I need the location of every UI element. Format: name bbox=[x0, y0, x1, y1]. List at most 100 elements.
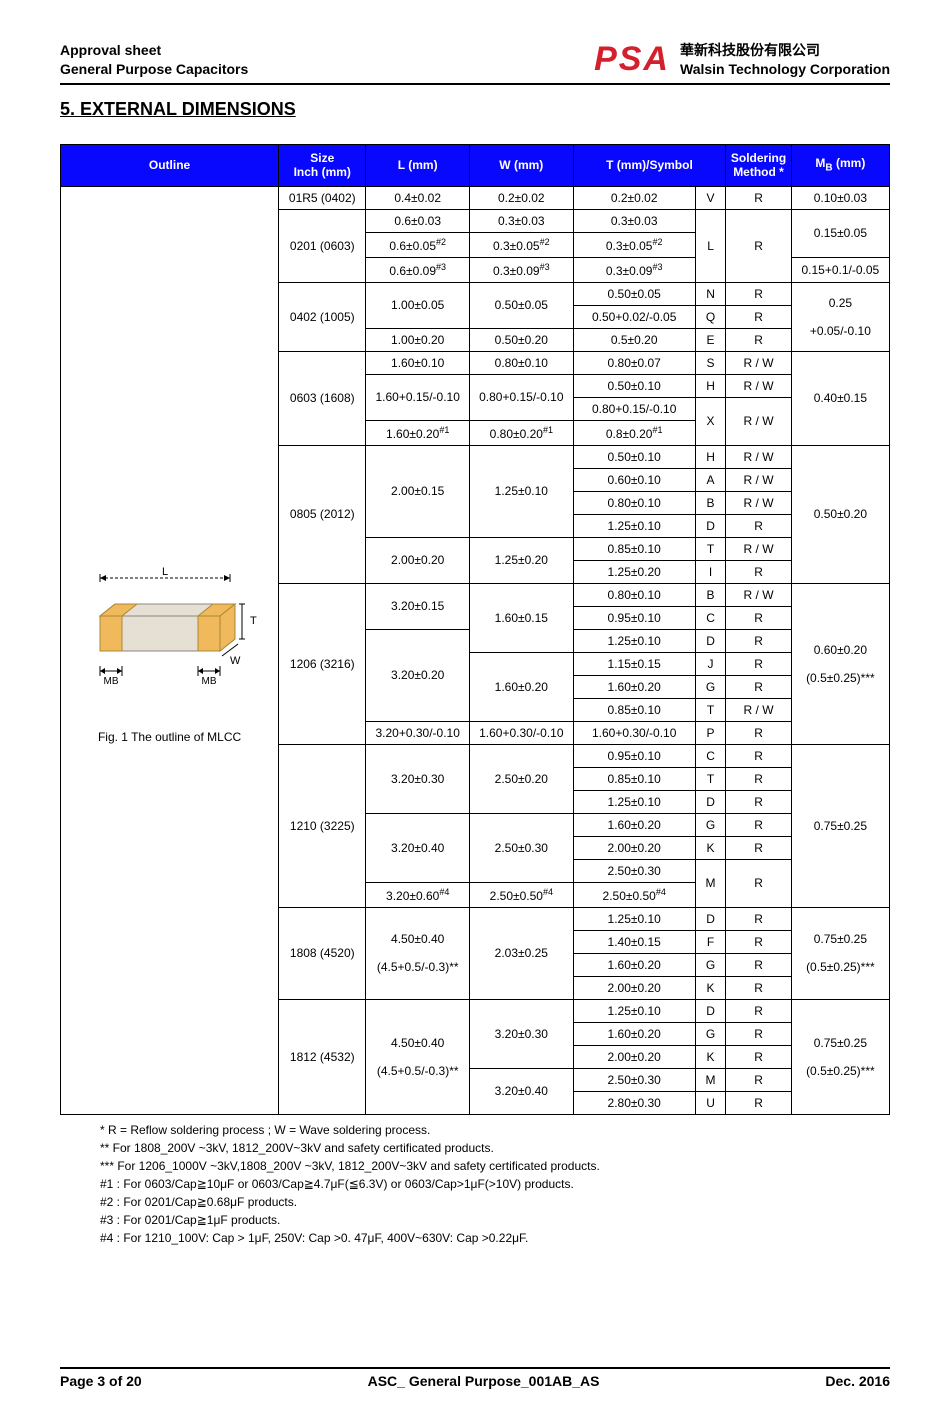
T-cell: 0.50±0.10 bbox=[573, 445, 695, 468]
W-cell: 0.80±0.10 bbox=[470, 351, 574, 374]
T-cell: 0.50+0.02/-0.05 bbox=[573, 305, 695, 328]
L-cell: 1.60±0.10 bbox=[366, 351, 470, 374]
sym-cell: J bbox=[695, 652, 726, 675]
meth-cell: R bbox=[726, 1045, 791, 1068]
col-outline: Outline bbox=[61, 145, 279, 187]
L-cell: 0.6±0.09#3 bbox=[366, 257, 470, 282]
T-cell: 2.00±0.20 bbox=[573, 836, 695, 859]
col-L: L (mm) bbox=[366, 145, 470, 187]
size-cell: 1812 (4532) bbox=[279, 999, 366, 1114]
page-header: Approval sheet General Purpose Capacitor… bbox=[60, 40, 890, 85]
T-cell: 1.25±0.10 bbox=[573, 999, 695, 1022]
note-line: *** For 1206_1000V ~3kV,1808_200V ~3kV, … bbox=[100, 1157, 890, 1175]
L-cell: 3.20±0.60#4 bbox=[366, 882, 470, 907]
outline-cell: L T W MB MB Fig. 1 The outline of MLCC bbox=[61, 186, 279, 1114]
header-left: Approval sheet General Purpose Capacitor… bbox=[60, 41, 248, 77]
meth-cell: R bbox=[726, 186, 791, 209]
svg-text:L: L bbox=[162, 566, 168, 578]
sym-cell: C bbox=[695, 606, 726, 629]
T-cell: 0.85±0.10 bbox=[573, 767, 695, 790]
W-cell: 0.50±0.05 bbox=[470, 282, 574, 328]
sym-cell: G bbox=[695, 1022, 726, 1045]
W-cell: 2.50±0.30 bbox=[470, 813, 574, 882]
sym-cell: L bbox=[695, 209, 726, 282]
col-W: W (mm) bbox=[470, 145, 574, 187]
W-cell: 2.03±0.25 bbox=[470, 907, 574, 999]
header-line1: Approval sheet bbox=[60, 41, 248, 59]
svg-text:T: T bbox=[250, 615, 257, 627]
meth-cell: R bbox=[726, 328, 791, 351]
meth-cell: R bbox=[726, 836, 791, 859]
L-cell: 2.00±0.20 bbox=[366, 537, 470, 583]
mlcc-diagram: L T W MB MB bbox=[80, 566, 260, 696]
T-cell: 0.85±0.10 bbox=[573, 537, 695, 560]
T-cell: 1.25±0.10 bbox=[573, 907, 695, 930]
sym-cell: X bbox=[695, 397, 726, 445]
sym-cell: F bbox=[695, 930, 726, 953]
header-right: PSA 華新科技股份有限公司 Walsin Technology Corpora… bbox=[594, 40, 890, 79]
sym-cell: I bbox=[695, 560, 726, 583]
meth-cell: R bbox=[726, 953, 791, 976]
L-cell: 1.00±0.20 bbox=[366, 328, 470, 351]
meth-cell: R bbox=[726, 305, 791, 328]
MB-cell: 0.15+0.1/-0.05 bbox=[791, 257, 889, 282]
footer: Page 3 of 20 ASC_ General Purpose_001AB_… bbox=[60, 1367, 890, 1389]
T-cell: 0.2±0.02 bbox=[573, 186, 695, 209]
W-cell: 1.60±0.15 bbox=[470, 583, 574, 652]
meth-cell: R bbox=[726, 606, 791, 629]
meth-cell: R bbox=[726, 859, 791, 907]
note-line: #3 : For 0201/Cap≧1μF products. bbox=[100, 1211, 890, 1229]
meth-cell: R bbox=[726, 675, 791, 698]
L-cell: 0.6±0.03 bbox=[366, 209, 470, 232]
page: Approval sheet General Purpose Capacitor… bbox=[0, 0, 950, 1419]
L-cell: 1.60+0.15/-0.10 bbox=[366, 374, 470, 420]
L-cell: 1.00±0.05 bbox=[366, 282, 470, 328]
T-cell: 0.60±0.10 bbox=[573, 468, 695, 491]
corp-zh: 華新科技股份有限公司 bbox=[680, 41, 890, 59]
sym-cell: V bbox=[695, 186, 726, 209]
T-cell: 2.80±0.30 bbox=[573, 1091, 695, 1114]
sym-cell: S bbox=[695, 351, 726, 374]
W-cell: 0.3±0.05#2 bbox=[470, 232, 574, 257]
sym-cell: C bbox=[695, 744, 726, 767]
svg-text:W: W bbox=[230, 655, 241, 667]
T-cell: 1.25±0.10 bbox=[573, 514, 695, 537]
notes-block: * R = Reflow soldering process ; W = Wav… bbox=[100, 1121, 890, 1247]
col-T: T (mm)/Symbol bbox=[573, 145, 726, 187]
sym-cell: P bbox=[695, 721, 726, 744]
sym-cell: T bbox=[695, 767, 726, 790]
meth-cell: R bbox=[726, 652, 791, 675]
meth-cell: R bbox=[726, 1091, 791, 1114]
size-cell: 0805 (2012) bbox=[279, 445, 366, 583]
L-cell: 4.50±0.40(4.5+0.5/-0.3)** bbox=[366, 999, 470, 1114]
meth-cell: R bbox=[726, 976, 791, 999]
L-cell: 3.20±0.30 bbox=[366, 744, 470, 813]
T-cell: 0.3±0.09#3 bbox=[573, 257, 695, 282]
table-row: L T W MB MB Fig. 1 The outline of MLCC 0… bbox=[61, 186, 890, 209]
W-cell: 1.25±0.20 bbox=[470, 537, 574, 583]
T-cell: 0.80±0.07 bbox=[573, 351, 695, 374]
corp-block: 華新科技股份有限公司 Walsin Technology Corporation bbox=[680, 41, 890, 77]
meth-cell: R bbox=[726, 282, 791, 305]
meth-cell: R bbox=[726, 930, 791, 953]
T-cell: 1.40±0.15 bbox=[573, 930, 695, 953]
L-cell: 3.20±0.15 bbox=[366, 583, 470, 629]
col-MB: MB (mm) bbox=[791, 145, 889, 187]
sym-cell: M bbox=[695, 1068, 726, 1091]
L-cell: 0.4±0.02 bbox=[366, 186, 470, 209]
footer-left: Page 3 of 20 bbox=[60, 1373, 142, 1389]
T-cell: 0.80±0.10 bbox=[573, 491, 695, 514]
sym-cell: D bbox=[695, 907, 726, 930]
MB-cell: 0.40±0.15 bbox=[791, 351, 889, 445]
col-method: SolderingMethod * bbox=[726, 145, 791, 187]
MB-cell: 0.10±0.03 bbox=[791, 186, 889, 209]
T-cell: 2.50±0.30 bbox=[573, 1068, 695, 1091]
T-cell: 0.95±0.10 bbox=[573, 606, 695, 629]
W-cell: 3.20±0.30 bbox=[470, 999, 574, 1068]
T-cell: 0.8±0.20#1 bbox=[573, 420, 695, 445]
meth-cell: R bbox=[726, 560, 791, 583]
sym-cell: A bbox=[695, 468, 726, 491]
meth-cell: R bbox=[726, 1068, 791, 1091]
W-cell: 0.80+0.15/-0.10 bbox=[470, 374, 574, 420]
svg-text:MB: MB bbox=[103, 676, 118, 687]
